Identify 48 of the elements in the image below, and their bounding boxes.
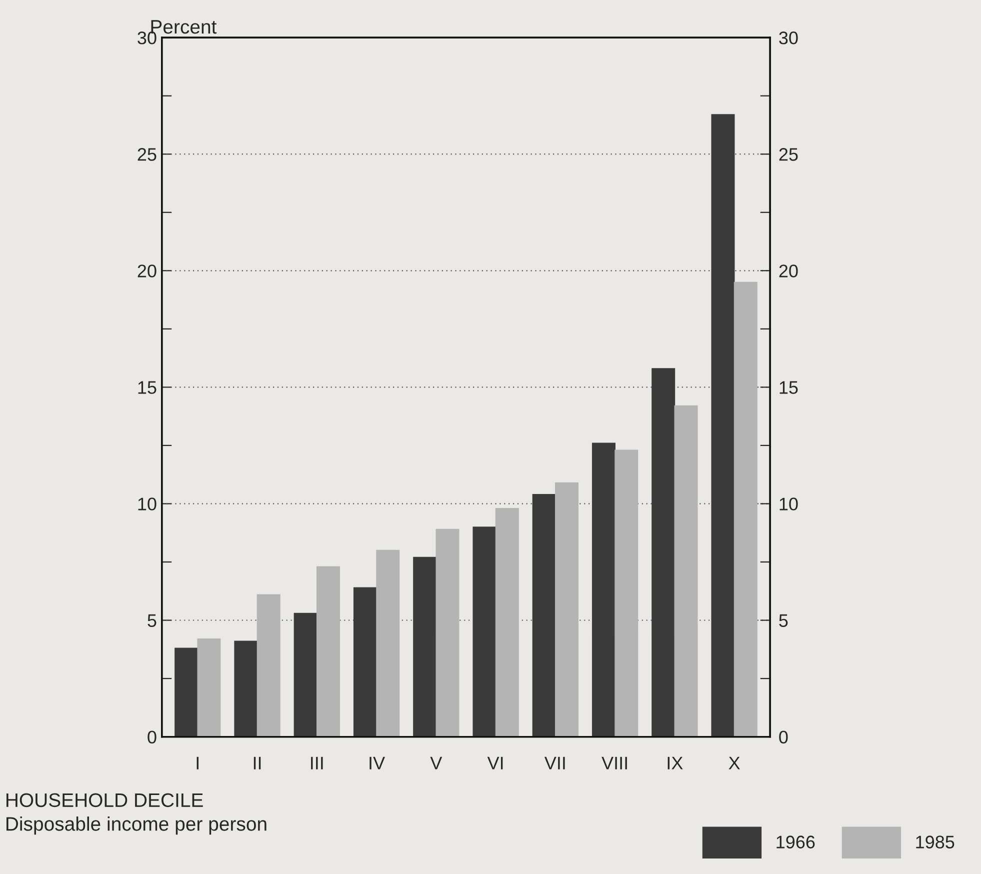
y-tick-label: 20 — [138, 264, 156, 278]
bar — [555, 482, 578, 737]
bar — [197, 638, 221, 737]
bar — [234, 640, 258, 737]
bar — [174, 648, 198, 737]
y-tick-label: 30 — [138, 32, 156, 44]
x-axis-title: HOUSEHOLD DECILE Disposable income per person — [6, 793, 266, 835]
x-tick-label: VII — [544, 756, 565, 770]
bar — [413, 556, 437, 737]
bar — [472, 526, 496, 737]
legend-label: 1985 — [916, 836, 954, 848]
y-tick-label: 10 — [138, 498, 156, 510]
y2-tick-label: 20 — [779, 264, 798, 278]
x-tick-label: V — [430, 756, 442, 770]
y-tick-label: 25 — [138, 148, 156, 161]
bar — [711, 114, 735, 737]
x-tick-label: II — [254, 756, 261, 770]
bar — [674, 405, 698, 737]
x-tick-label: IX — [668, 756, 683, 770]
x-tick-label: I — [196, 756, 198, 770]
bar — [592, 442, 616, 737]
bar — [614, 450, 638, 737]
bar — [353, 587, 377, 737]
bar — [734, 282, 758, 737]
bar — [495, 508, 519, 737]
x-tick-label: X — [728, 756, 740, 770]
bar — [376, 550, 400, 737]
bar — [532, 494, 556, 737]
y2-tick-label: 5 — [779, 614, 788, 627]
y2-tick-label: 0 — [779, 730, 788, 744]
y2-tick-label: 10 — [780, 498, 798, 510]
x-tick-label: VIII — [602, 756, 627, 770]
legend-label: 1966 — [776, 836, 815, 848]
bar — [256, 594, 280, 737]
y2-tick-label: 30 — [779, 32, 798, 44]
bar — [652, 368, 676, 737]
bar — [294, 612, 318, 737]
y-tick-label: 0 — [148, 730, 156, 744]
x-tick-label: VI — [487, 756, 503, 770]
y-tick-label: 15 — [138, 381, 156, 394]
x-tick-label: III — [311, 756, 323, 770]
bar — [436, 528, 460, 737]
y2-tick-label: 15 — [780, 381, 798, 394]
y2-tick-label: 25 — [779, 148, 798, 161]
x-tick-label: IV — [370, 756, 385, 770]
bar — [316, 566, 340, 737]
y-tick-label: 5 — [148, 614, 156, 627]
y-axis-title: Percent — [151, 20, 217, 34]
